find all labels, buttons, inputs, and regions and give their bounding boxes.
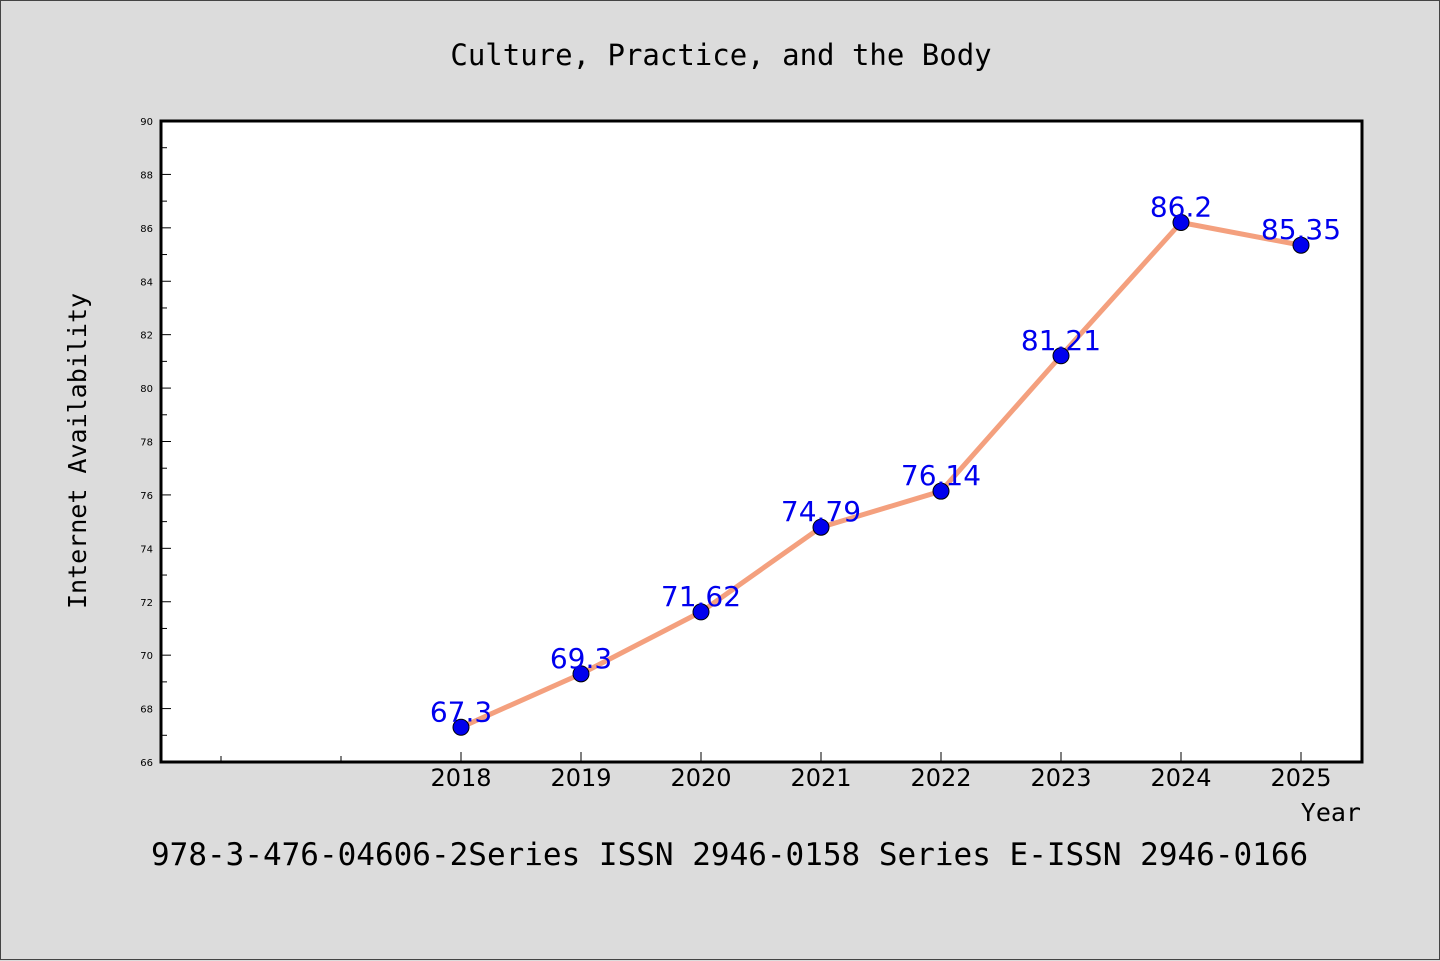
y-tick-label: 90 <box>140 117 153 128</box>
data-label: 86.2 <box>1150 190 1212 223</box>
data-point <box>1172 213 1190 231</box>
data-label: 67.3 <box>430 695 492 728</box>
series-line <box>458 219 1304 730</box>
x-axis: 2018 2019 2020 2021 2022 2023 2024 2025 <box>220 752 1332 792</box>
data-label: 81.21 <box>1021 324 1101 357</box>
data-point <box>572 665 590 683</box>
x-axis-label: Year <box>1301 798 1361 827</box>
data-point <box>1292 236 1310 254</box>
y-tick-label: 70 <box>140 651 153 662</box>
y-tick-label: 84 <box>140 277 153 288</box>
isbn-footer: 978-3-476-04606-2Series ISSN 2946-0158 S… <box>151 837 1308 873</box>
x-tick-label: 2025 <box>1270 764 1331 792</box>
data-label: 69.3 <box>550 642 612 675</box>
x-tick-label: 2022 <box>910 764 971 792</box>
y-tick-label: 86 <box>140 224 153 235</box>
y-tick-label: 68 <box>140 705 153 716</box>
y-axis-label: Internet Availability <box>63 293 92 609</box>
data-label: 71.62 <box>661 580 741 613</box>
x-tick-label: 2021 <box>790 764 851 792</box>
x-tick-label: 2023 <box>1030 764 1091 792</box>
y-tick-label: 78 <box>140 438 153 449</box>
y-tick-label: 82 <box>140 331 153 342</box>
data-point <box>932 482 950 500</box>
y-tick-label: 74 <box>140 544 153 555</box>
data-point <box>812 518 830 536</box>
data-label: 76.14 <box>901 459 981 492</box>
x-tick-label: 2019 <box>550 764 611 792</box>
plot-area <box>159 119 1364 764</box>
y-tick-label: 88 <box>140 170 153 181</box>
data-label: 85.35 <box>1261 213 1341 246</box>
x-tick-label: 2018 <box>430 764 491 792</box>
series-line-group <box>458 219 1304 730</box>
x-tick-label: 2024 <box>1150 764 1211 792</box>
y-tick-label: 66 <box>140 758 153 769</box>
y-tick-label: 72 <box>140 598 153 609</box>
x-tick-label: 2020 <box>670 764 731 792</box>
data-point <box>692 603 710 621</box>
y-axis: 66 68 70 72 74 76 78 80 82 84 86 88 90 <box>140 117 171 769</box>
data-labels: 67.3 69.3 71.62 74.79 76.14 81.21 86.2 85.35 <box>430 190 1341 728</box>
data-markers <box>452 213 1310 736</box>
y-tick-label: 80 <box>140 384 153 395</box>
data-point <box>1052 347 1070 365</box>
data-label: 74.79 <box>781 495 861 528</box>
y-tick-label: 76 <box>140 491 153 502</box>
data-point <box>452 718 470 736</box>
chart-title: Culture, Practice, and the Body <box>450 38 991 72</box>
